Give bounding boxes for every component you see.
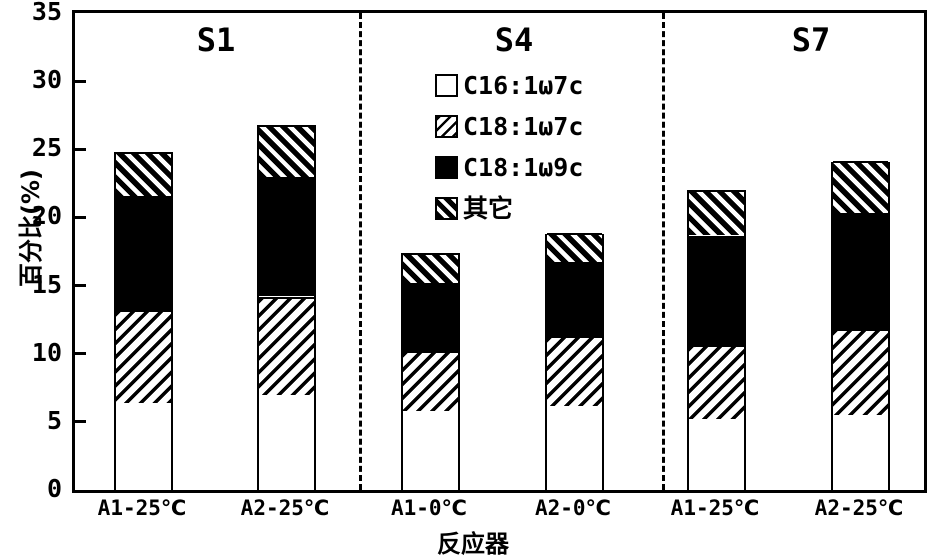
y-tick-30 xyxy=(75,80,86,83)
y-tick-20 xyxy=(75,216,86,219)
section-label-s4: S4 xyxy=(494,21,534,59)
legend-swatch-backslash-hatch-icon xyxy=(435,197,458,220)
bar-3-A1-0℃ xyxy=(400,253,460,490)
segment-C18:1ω7c xyxy=(115,310,171,403)
segment-C16:1ω7c xyxy=(258,395,314,490)
y-tick-10 xyxy=(75,352,86,355)
y-tick-label-0: 0 xyxy=(46,474,62,503)
y-tick-label-30: 30 xyxy=(31,65,62,94)
section-label-s1: S1 xyxy=(196,21,236,59)
segment-C18:1ω7c xyxy=(688,345,744,419)
y-tick-label-35: 35 xyxy=(31,0,62,26)
segment-C18:1ω7c xyxy=(258,297,314,395)
bar-1-A1-25℃ xyxy=(113,152,173,490)
segment-C18:1ω9c xyxy=(115,196,171,310)
segment-C18:1ω9c xyxy=(832,213,888,329)
legend-item-c16-1w7c: C16:1ω7c xyxy=(435,65,583,106)
y-tick-label-5: 5 xyxy=(46,406,62,435)
segment-C18:1ω7c xyxy=(402,351,458,411)
segment-C18:1ω9c xyxy=(402,283,458,351)
legend-label: C16:1ω7c xyxy=(463,71,584,100)
x-tick-label-1: A1-25℃ xyxy=(97,496,187,520)
segment-其它 xyxy=(115,152,171,196)
section-label-s7: S7 xyxy=(791,21,831,59)
segment-C18:1ω7c xyxy=(832,329,888,415)
plot-area: S1 S4 S7 C16:1ω7c C18:1ω7c C18:1ω9c 其它 xyxy=(72,10,927,493)
segment-C18:1ω9c xyxy=(546,262,602,336)
x-tick-label-2: A2-25℃ xyxy=(240,496,330,520)
y-tick-label-15: 15 xyxy=(31,270,62,299)
y-tick-5 xyxy=(75,420,86,423)
segment-C16:1ω7c xyxy=(688,419,744,490)
segment-C18:1ω9c xyxy=(258,176,314,296)
segment-C16:1ω7c xyxy=(115,403,171,490)
legend-item-other: 其它 xyxy=(435,188,583,229)
bar-6-A2-25℃ xyxy=(830,161,890,490)
legend-label: C18:1ω9c xyxy=(463,153,584,182)
y-tick-15 xyxy=(75,284,86,287)
x-tick-label-3: A1-0℃ xyxy=(390,496,467,520)
legend-swatch-black-icon xyxy=(435,156,458,179)
x-tick-label-6: A2-25℃ xyxy=(814,496,904,520)
segment-其它 xyxy=(258,125,314,177)
x-tick-label-5: A1-25℃ xyxy=(670,496,760,520)
segment-C18:1ω7c xyxy=(546,336,602,406)
y-tick-label-20: 20 xyxy=(31,201,62,230)
legend-swatch-slash-hatch-icon xyxy=(435,115,458,138)
segment-其它 xyxy=(402,253,458,283)
y-tick-25 xyxy=(75,148,86,151)
bar-2-A2-25℃ xyxy=(256,125,316,490)
bar-4-A2-0℃ xyxy=(544,233,604,490)
legend-label: C18:1ω7c xyxy=(463,112,584,141)
segment-C16:1ω7c xyxy=(546,406,602,490)
segment-其它 xyxy=(832,161,888,213)
legend: C16:1ω7c C18:1ω7c C18:1ω9c 其它 xyxy=(435,65,583,229)
segment-C18:1ω9c xyxy=(688,236,744,346)
y-tick-label-25: 25 xyxy=(31,133,62,162)
legend-item-c18-1w9c: C18:1ω9c xyxy=(435,147,583,188)
bar-5-A1-25℃ xyxy=(686,190,746,490)
segment-C16:1ω7c xyxy=(832,415,888,490)
legend-swatch-white-icon xyxy=(435,74,458,97)
segment-C16:1ω7c xyxy=(402,411,458,490)
legend-label: 其它 xyxy=(463,194,514,223)
x-axis-title: 反应器 xyxy=(437,530,509,556)
segment-其它 xyxy=(546,233,602,262)
section-divider-s1-s4 xyxy=(359,13,362,490)
y-tick-label-10: 10 xyxy=(31,338,62,367)
section-divider-s4-s7 xyxy=(662,13,665,490)
y-axis-title: 百分比(%) xyxy=(17,169,45,287)
x-tick-label-4: A2-0℃ xyxy=(534,496,611,520)
segment-其它 xyxy=(688,190,744,235)
legend-item-c18-1w7c: C18:1ω7c xyxy=(435,106,583,147)
